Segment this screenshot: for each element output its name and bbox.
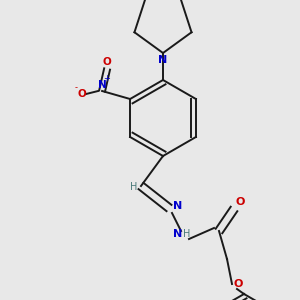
Text: -: - xyxy=(75,83,78,92)
Text: N: N xyxy=(98,80,106,90)
Text: H: H xyxy=(183,229,190,239)
Text: O: O xyxy=(103,57,112,67)
Text: O: O xyxy=(234,279,243,289)
Text: O: O xyxy=(78,89,86,99)
Text: N: N xyxy=(158,55,168,65)
Text: H: H xyxy=(130,182,138,192)
Text: N: N xyxy=(173,229,183,239)
Text: O: O xyxy=(236,197,245,207)
Text: N: N xyxy=(173,201,182,211)
Text: +: + xyxy=(104,74,110,83)
